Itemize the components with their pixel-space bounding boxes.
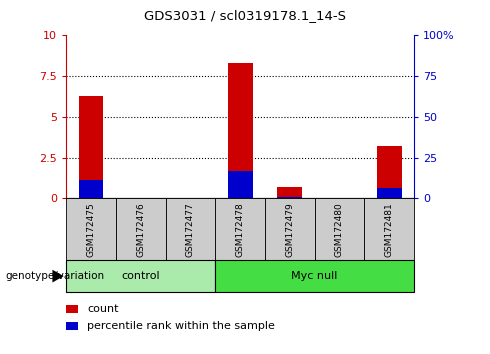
Bar	[78, 180, 103, 198]
Text: GSM172481: GSM172481	[385, 202, 393, 257]
Bar	[228, 171, 252, 198]
Bar	[166, 198, 215, 260]
Bar	[66, 322, 78, 330]
Text: GDS3031 / scl0319178.1_14-S: GDS3031 / scl0319178.1_14-S	[144, 9, 346, 22]
Text: GSM172478: GSM172478	[236, 202, 245, 257]
Text: GSM172477: GSM172477	[186, 202, 195, 257]
Bar	[66, 198, 116, 260]
Bar	[377, 146, 402, 198]
Bar	[66, 305, 78, 313]
Text: GSM172480: GSM172480	[335, 202, 344, 257]
Bar	[215, 260, 414, 292]
Bar	[265, 198, 315, 260]
Text: percentile rank within the sample: percentile rank within the sample	[87, 321, 275, 331]
Text: GSM172476: GSM172476	[136, 202, 145, 257]
Text: control: control	[122, 271, 160, 281]
Bar	[277, 187, 302, 198]
Bar	[315, 198, 365, 260]
Bar	[116, 198, 166, 260]
Bar	[377, 188, 402, 198]
Bar	[228, 63, 252, 198]
Text: genotype/variation: genotype/variation	[5, 271, 104, 281]
Bar	[215, 198, 265, 260]
Text: count: count	[87, 304, 119, 314]
Text: Myc null: Myc null	[292, 271, 338, 281]
Bar	[78, 96, 103, 198]
Bar	[66, 260, 215, 292]
Text: GSM172479: GSM172479	[285, 202, 294, 257]
Bar	[365, 198, 414, 260]
Text: GSM172475: GSM172475	[87, 202, 96, 257]
